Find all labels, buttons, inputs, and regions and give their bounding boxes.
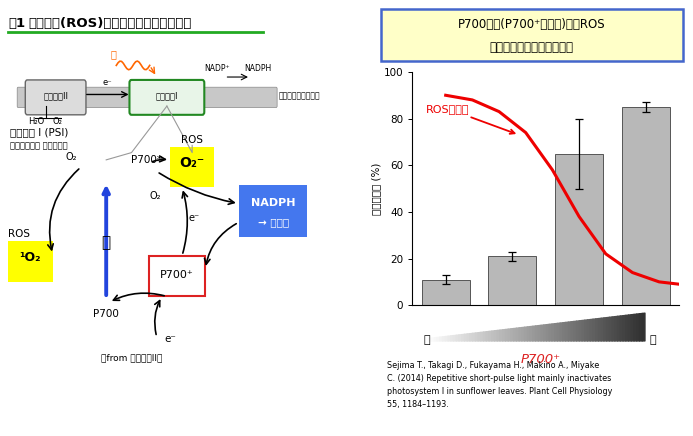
- Text: 光: 光: [110, 50, 116, 60]
- Text: NADP⁺: NADP⁺: [204, 64, 230, 73]
- Text: ROS: ROS: [8, 229, 30, 239]
- Text: P700酸化(P700⁺の蓄積)は、ROS: P700酸化(P700⁺の蓄積)は、ROS: [458, 18, 606, 31]
- Text: ROS: ROS: [181, 135, 203, 144]
- Bar: [149, 256, 205, 296]
- Text: NADPH: NADPH: [245, 64, 272, 73]
- Text: O₂: O₂: [66, 152, 77, 162]
- Text: 低: 低: [423, 334, 430, 344]
- Text: 光化学系II: 光化学系II: [43, 92, 68, 100]
- Text: O₂⁻: O₂⁻: [179, 156, 205, 170]
- Text: O₂: O₂: [53, 116, 62, 126]
- Text: O₂: O₂: [150, 191, 161, 201]
- Text: （光酸化還元 サイクル）: （光酸化還元 サイクル）: [10, 141, 68, 150]
- FancyBboxPatch shape: [17, 87, 277, 108]
- Text: P700⁺: P700⁺: [160, 270, 194, 279]
- Text: 図1: 図1: [8, 17, 25, 31]
- Text: 光化学系 I (PSI): 光化学系 I (PSI): [10, 127, 69, 137]
- Bar: [622, 107, 670, 305]
- Text: ¹O₂: ¹O₂: [19, 251, 41, 264]
- Text: → 光合成: → 光合成: [258, 218, 289, 227]
- Bar: [489, 256, 536, 305]
- Text: 活性酸素(ROS)生成と抑制のメカニズム: 活性酸素(ROS)生成と抑制のメカニズム: [28, 17, 192, 31]
- Text: Sejima T., Takagi D., Fukayama H., Makino A., Miyake
C. (2014) Repetitive short-: Sejima T., Takagi D., Fukayama H., Makin…: [387, 361, 612, 409]
- Text: e⁻: e⁻: [103, 78, 112, 87]
- Text: 高: 高: [649, 334, 656, 344]
- Text: 葉綠体チラコイド膜: 葉綠体チラコイド膜: [278, 92, 319, 100]
- Text: 光化学系I: 光化学系I: [156, 92, 178, 100]
- Text: e⁻: e⁻: [188, 213, 200, 223]
- Y-axis label: 光合成活性 (%): 光合成活性 (%): [371, 162, 381, 215]
- Bar: [8, 241, 53, 282]
- FancyBboxPatch shape: [25, 80, 86, 115]
- Bar: [421, 279, 470, 305]
- Text: ROS生成量: ROS生成量: [426, 104, 515, 134]
- Text: e⁻: e⁻: [164, 334, 176, 344]
- Text: NADPH: NADPH: [251, 198, 295, 208]
- Text: P700⁺: P700⁺: [520, 353, 561, 366]
- Text: 光: 光: [102, 235, 111, 250]
- Text: P700: P700: [94, 309, 119, 319]
- Text: （from 光化学系II）: （from 光化学系II）: [100, 354, 162, 362]
- FancyBboxPatch shape: [380, 9, 683, 61]
- Bar: [170, 147, 214, 187]
- Text: P700*: P700*: [132, 155, 162, 165]
- Text: H₂O: H₂O: [28, 116, 44, 126]
- FancyBboxPatch shape: [130, 80, 204, 115]
- Bar: [555, 153, 603, 305]
- Bar: [238, 184, 308, 237]
- Text: 生成の危機を抑制している: 生成の危機を抑制している: [490, 41, 574, 54]
